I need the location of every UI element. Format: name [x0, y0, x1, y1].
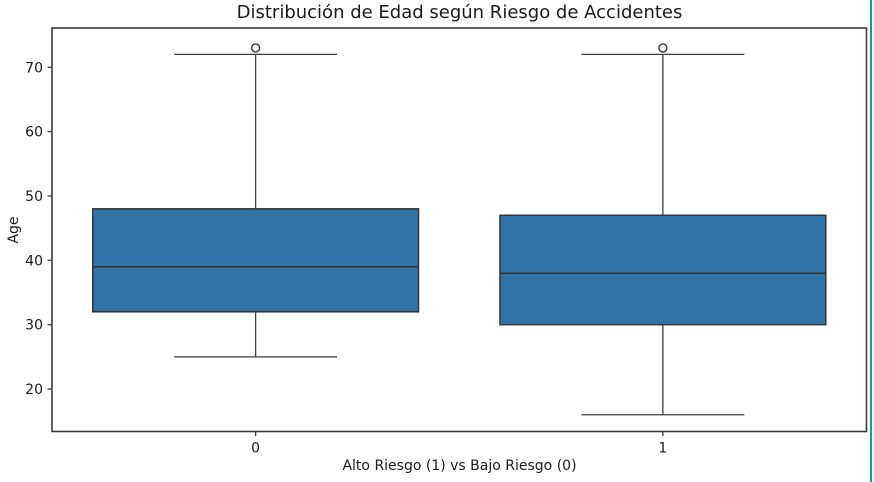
window-right-accent-border — [870, 0, 872, 482]
iqr-box — [499, 214, 827, 326]
x-axis-label: Alto Riesgo (1) vs Bajo Riesgo (0) — [342, 458, 577, 474]
y-tick-label: 40 — [25, 253, 43, 269]
axes-frame — [51, 27, 868, 433]
y-tick-label: 60 — [25, 125, 43, 141]
outlier-point — [250, 43, 261, 53]
x-tick-label: 1 — [658, 441, 667, 457]
chart-title: Distribución de Edad según Riesgo de Acc… — [236, 2, 683, 23]
y-tick-label: 50 — [25, 189, 43, 205]
x-tick-label: 0 — [251, 441, 260, 457]
iqr-box — [91, 208, 420, 313]
outlier-point — [658, 43, 668, 53]
y-tick-label: 30 — [25, 318, 43, 334]
y-tick-label: 70 — [25, 60, 43, 76]
y-tick-label: 20 — [25, 382, 43, 398]
